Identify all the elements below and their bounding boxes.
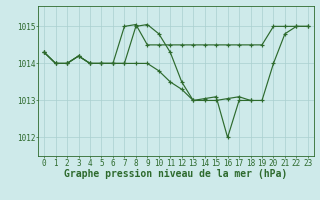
X-axis label: Graphe pression niveau de la mer (hPa): Graphe pression niveau de la mer (hPa) <box>64 169 288 179</box>
